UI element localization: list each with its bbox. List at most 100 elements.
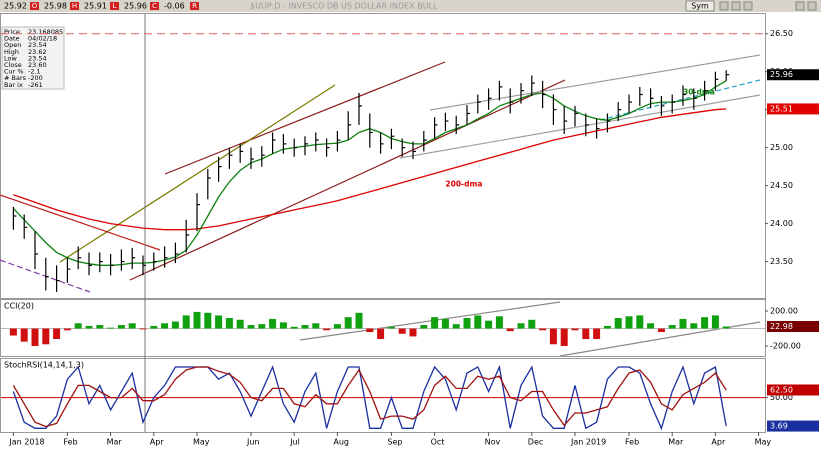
info-value: -2.1 xyxy=(28,68,41,76)
histogram-bar xyxy=(441,318,449,329)
histogram-bar xyxy=(636,315,644,329)
toolbar-icon[interactable] xyxy=(807,1,817,11)
histogram-bar xyxy=(53,328,61,340)
histogram-bar xyxy=(117,325,125,329)
histogram-bar xyxy=(128,323,136,329)
field-key: R xyxy=(192,2,197,10)
histogram-bar xyxy=(517,323,525,329)
sym-button-label[interactable]: Sym xyxy=(691,2,709,11)
field-key-box xyxy=(190,2,199,10)
histogram-bar xyxy=(549,328,557,345)
value-marker-label: 62.50 xyxy=(770,385,793,394)
histogram-bar xyxy=(9,328,17,336)
field-key-box xyxy=(150,2,159,10)
value-marker xyxy=(767,420,819,432)
histogram-bar xyxy=(150,325,158,329)
x-tick-label: Oct xyxy=(431,438,445,447)
histogram-bar xyxy=(258,324,266,329)
y-tick-label: -200.00 xyxy=(770,342,801,351)
histogram-bar xyxy=(614,318,622,329)
toolbar-icon[interactable] xyxy=(795,1,805,11)
histogram-bar xyxy=(539,328,547,331)
histogram-bar xyxy=(161,323,169,329)
stoch-panel xyxy=(0,358,766,433)
histogram-bar xyxy=(355,312,363,329)
info-label: Date xyxy=(4,35,20,43)
field-value: 25.96 xyxy=(124,2,147,11)
histogram-bar xyxy=(215,315,223,329)
toolbar-title: $UUP:D - INVESCO DB US DOLLAR INDEX BULL xyxy=(250,2,438,11)
y-tick-label: 25.00 xyxy=(770,143,793,152)
trend-line xyxy=(59,84,336,263)
histogram-bar xyxy=(690,323,698,329)
histogram-bar xyxy=(377,328,385,340)
info-label: Low xyxy=(4,54,17,62)
value-marker xyxy=(767,103,819,115)
cci-panel xyxy=(0,299,766,357)
info-label: # Bars xyxy=(4,74,27,82)
histogram-bar xyxy=(560,328,568,347)
info-label: Close xyxy=(4,61,22,69)
trend-line xyxy=(0,194,161,251)
y-tick-label: 26.50 xyxy=(770,29,793,38)
histogram-bar xyxy=(366,328,374,333)
x-tick-label: Jan 2018 xyxy=(8,438,44,447)
histogram-bar xyxy=(333,324,341,329)
trend-line xyxy=(429,54,761,111)
x-tick-label: Apr xyxy=(150,438,165,447)
field-value: 25.98 xyxy=(44,2,67,11)
y-tick-label: 24.00 xyxy=(770,219,793,228)
info-value: 23.54 xyxy=(28,41,47,49)
field-key: L xyxy=(113,2,117,10)
histogram-bar xyxy=(398,328,406,334)
histogram-bar xyxy=(236,319,244,329)
histogram-bar xyxy=(247,325,255,329)
value-marker xyxy=(767,321,819,333)
field-value: -0.06 xyxy=(164,2,185,11)
toolbar-icon[interactable] xyxy=(719,1,729,11)
histogram-bar xyxy=(431,317,439,329)
value-marker xyxy=(767,384,819,396)
info-label: Bar ix xyxy=(4,81,23,89)
info-value: -261 xyxy=(28,81,43,89)
histogram-bar xyxy=(85,325,93,329)
histogram-bar xyxy=(668,325,676,329)
histogram-bar xyxy=(463,318,471,329)
info-value: -200 xyxy=(28,74,43,82)
x-tick-label: Mar xyxy=(668,438,684,447)
x-tick-label: Aug xyxy=(333,438,349,447)
info-box xyxy=(1,26,65,90)
histogram-bar xyxy=(593,328,601,340)
histogram-bar xyxy=(701,317,709,329)
toolbar-icon[interactable] xyxy=(731,1,741,11)
value-marker-label: 22.98 xyxy=(770,322,793,331)
histogram-bar xyxy=(312,323,320,329)
field-value: 25.92 xyxy=(4,2,27,11)
info-label: High xyxy=(4,48,19,56)
histogram-bar xyxy=(420,325,428,329)
price-panel xyxy=(0,13,766,299)
histogram-bar xyxy=(582,328,590,340)
trend-line xyxy=(299,301,561,341)
field-key-box xyxy=(70,2,79,10)
x-tick-label: Apr xyxy=(711,438,726,447)
y-tick-label: 23.50 xyxy=(770,257,793,266)
x-tick-label: Nov xyxy=(485,438,501,447)
field-key: C xyxy=(152,2,157,10)
value-marker xyxy=(767,69,819,81)
x-tick-label: May xyxy=(193,438,210,447)
histogram-bar xyxy=(182,315,190,329)
field-value: 25.91 xyxy=(84,2,107,11)
sym-button[interactable] xyxy=(685,0,715,12)
histogram-bar xyxy=(269,318,277,329)
histogram-bar xyxy=(528,319,536,329)
panel-title: CCI(20) xyxy=(4,302,34,311)
histogram-bar xyxy=(279,322,287,329)
trend-line xyxy=(164,61,446,175)
x-tick-label: Feb xyxy=(625,438,639,447)
trend-line xyxy=(599,79,761,121)
histogram-bar xyxy=(409,328,417,337)
toolbar-icon[interactable] xyxy=(743,1,753,11)
histogram-bar xyxy=(485,320,493,329)
info-label: Price xyxy=(4,28,20,36)
